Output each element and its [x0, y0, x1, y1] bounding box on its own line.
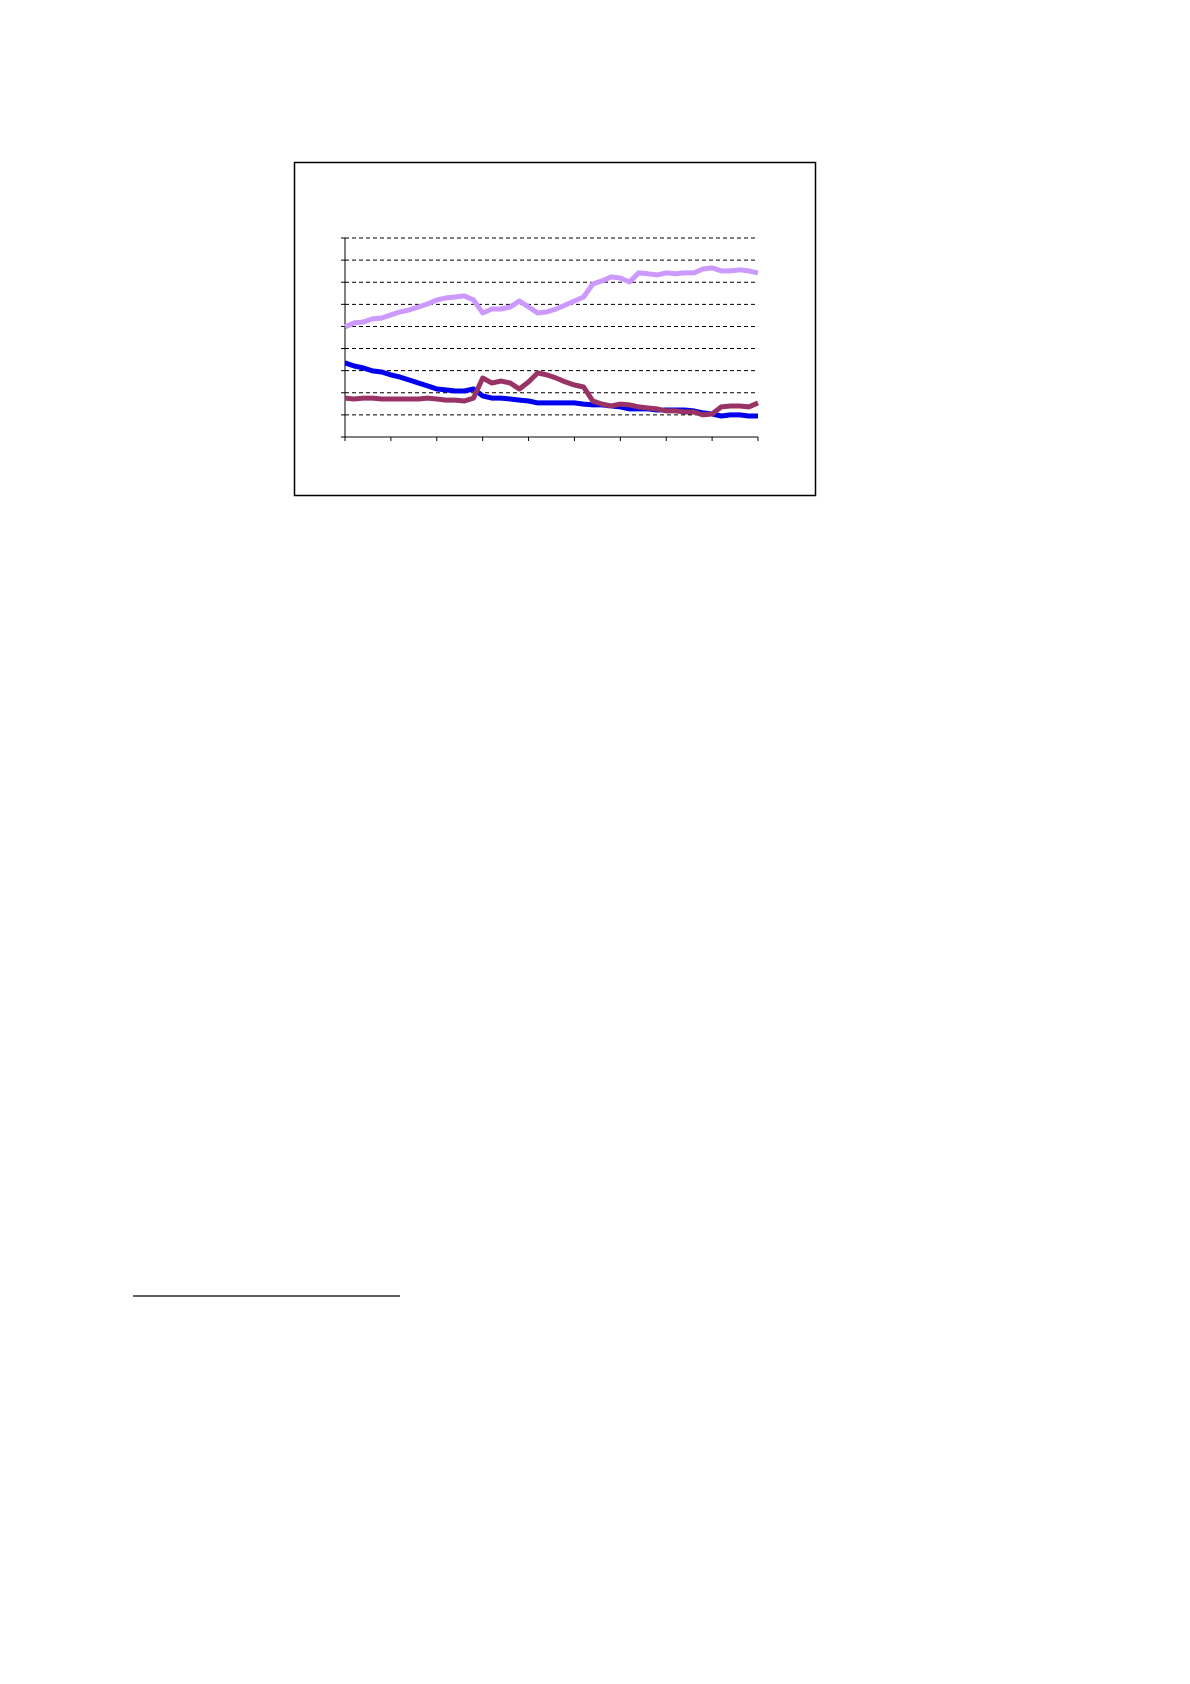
chart-frame [293, 161, 817, 497]
series-line [344, 265, 759, 330]
series-line [344, 370, 759, 418]
